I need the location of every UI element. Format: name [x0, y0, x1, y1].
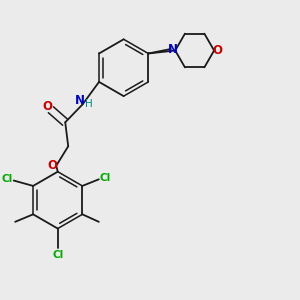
Text: O: O [42, 100, 52, 113]
Text: O: O [47, 159, 57, 172]
Text: Cl: Cl [2, 174, 13, 184]
Text: N: N [75, 94, 85, 107]
Text: H: H [85, 99, 93, 109]
Text: Cl: Cl [52, 250, 63, 260]
Text: N: N [168, 43, 178, 56]
Text: Cl: Cl [100, 173, 111, 183]
Text: O: O [212, 44, 222, 57]
